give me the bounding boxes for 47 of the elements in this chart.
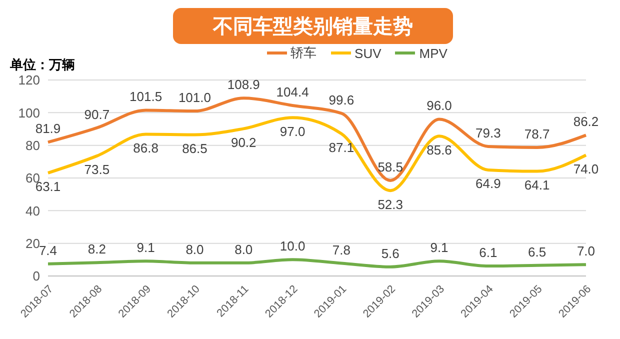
y-tick-label: 120 <box>18 72 40 88</box>
y-axis-title: 单位：万辆 <box>10 56 75 74</box>
data-label: 101.5 <box>130 89 162 104</box>
data-label: 8.0 <box>234 242 253 257</box>
data-label: 85.6 <box>426 142 452 158</box>
data-label: 86.5 <box>182 140 208 156</box>
data-label: 7.4 <box>38 242 58 258</box>
legend-label: 轿车 <box>290 44 317 62</box>
data-label: 79.3 <box>476 125 501 140</box>
data-label: 58.5 <box>378 159 404 174</box>
data-label: 101.0 <box>178 90 211 106</box>
data-label: 10.0 <box>280 238 306 254</box>
data-label: 7.8 <box>332 242 350 258</box>
y-tick-label: 40 <box>26 203 40 218</box>
data-label: 74.0 <box>573 161 599 176</box>
data-label: 87.1 <box>328 140 354 155</box>
chart-title: 不同车型类别销量走势 <box>173 8 453 44</box>
data-label: 81.9 <box>35 121 61 136</box>
legend-label: MPV <box>418 44 448 62</box>
data-label: 73.5 <box>84 162 110 178</box>
data-label: 78.7 <box>524 126 550 142</box>
data-label: 97.0 <box>280 124 306 139</box>
data-label: 108.9 <box>227 77 260 92</box>
data-label: 6.1 <box>479 245 498 260</box>
data-label: 86.2 <box>573 114 599 130</box>
y-tick-label: 80 <box>26 138 40 153</box>
data-label: 99.6 <box>328 92 354 108</box>
data-label: 90.2 <box>230 134 256 150</box>
data-label: 104.4 <box>276 84 309 100</box>
data-label: 90.7 <box>84 106 110 122</box>
data-label: 52.3 <box>378 196 404 212</box>
data-label: 8.0 <box>186 242 204 257</box>
data-label: 64.9 <box>476 176 501 192</box>
line-series <box>46 258 588 268</box>
data-label: 96.0 <box>426 98 452 114</box>
data-label: 9.1 <box>430 240 448 256</box>
data-label: 9.1 <box>136 240 155 256</box>
data-label: 5.6 <box>381 246 400 261</box>
y-tick-label: 100 <box>18 105 40 120</box>
data-label: 6.5 <box>528 244 546 260</box>
data-label: 8.2 <box>88 242 106 257</box>
y-tick-label: 0 <box>32 268 40 284</box>
legend-label: SUV <box>354 44 382 62</box>
data-label: 64.1 <box>524 178 550 193</box>
y-tick-label: 20 <box>26 236 40 251</box>
data-label: 86.8 <box>133 140 158 156</box>
data-label: 7.0 <box>576 244 596 259</box>
